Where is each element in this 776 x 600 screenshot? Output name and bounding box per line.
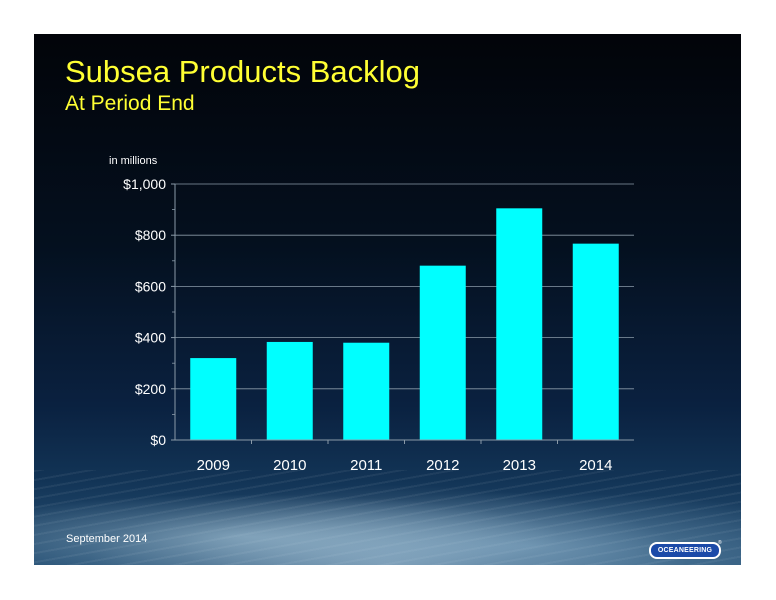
backlog-bar-chart: $0 $200 $400 $600 $800 $1,000 2009 2010 2011 2012… [109, 155, 634, 474]
y-tick-label: $200 [135, 381, 166, 397]
labels: $0 $200 $400 $600 $800 $1,000 2009 2010 2011 2012… [109, 155, 612, 474]
oceaneering-logo: OCEANEERING [649, 542, 721, 559]
x-tick-label: 2014 [579, 457, 612, 474]
y-tick-label: $0 [150, 432, 166, 448]
x-tick-label: 2012 [426, 457, 459, 474]
y-tick-label: $800 [135, 227, 166, 243]
seafloor-image [34, 470, 741, 565]
bar-2014 [572, 243, 619, 440]
y-tick-label: $600 [135, 278, 166, 294]
unit-label: in millions [109, 155, 158, 167]
bar-2010 [266, 341, 313, 440]
bar-2013 [496, 208, 543, 440]
x-tick-label: 2010 [273, 457, 306, 474]
bar-2011 [343, 342, 390, 440]
x-tick-label: 2011 [350, 457, 382, 474]
y-tick-label: $1,000 [123, 176, 166, 192]
slide-subtitle: At Period End [65, 92, 195, 115]
slide-title: Subsea Products Backlog [65, 54, 420, 89]
axes [171, 183, 634, 444]
x-tick-label: 2009 [197, 457, 230, 474]
bars [190, 208, 619, 440]
gridlines [175, 183, 634, 390]
bar-2009 [190, 358, 237, 440]
footer-date: September 2014 [66, 533, 148, 545]
trademark-mark: ® [718, 540, 722, 546]
x-tick-label: 2013 [503, 457, 536, 474]
bar-2012 [419, 265, 466, 440]
y-tick-label: $400 [135, 330, 166, 346]
slide-background: Subsea Products Backlog At Period End $0… [34, 34, 741, 565]
